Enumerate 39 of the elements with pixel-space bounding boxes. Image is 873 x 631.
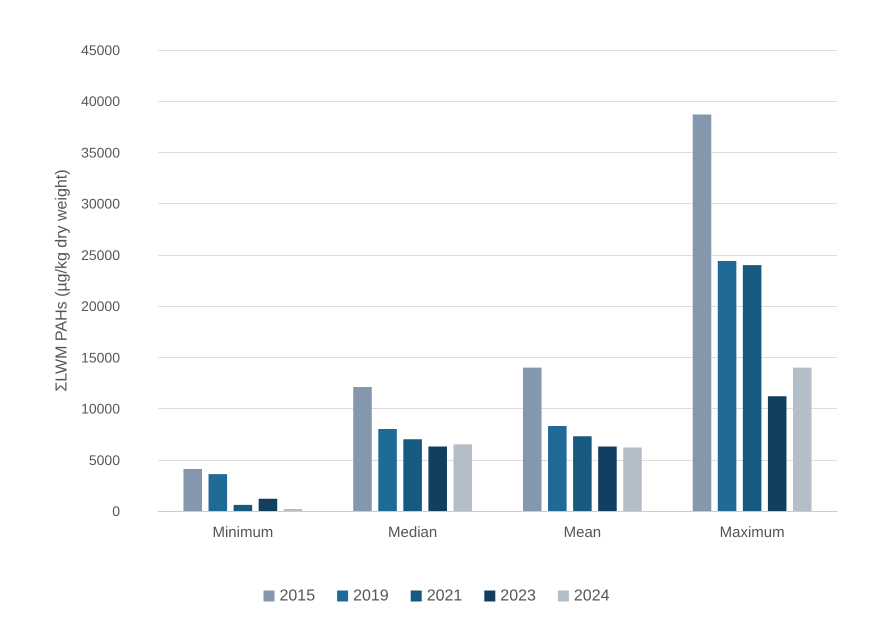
y-tick-label: 35000 <box>81 144 120 160</box>
legend-label: 2023 <box>500 588 536 604</box>
legend-label: 2021 <box>426 588 462 604</box>
y-tick-label: 10000 <box>81 400 120 417</box>
bar <box>548 426 567 511</box>
y-tick-label: 30000 <box>81 196 120 212</box>
y-tick-label: 20000 <box>81 298 120 314</box>
bar <box>718 261 736 511</box>
bar <box>403 439 422 511</box>
x-tick-label: Median <box>388 524 438 541</box>
bar <box>692 114 712 511</box>
legend-label: 2015 <box>280 588 316 604</box>
bar <box>573 436 592 511</box>
x-tick-label: Mean <box>564 524 602 541</box>
y-tick-label: 5000 <box>88 452 120 468</box>
bar <box>623 447 642 511</box>
bar <box>378 429 397 511</box>
bar <box>742 265 762 511</box>
legend-label: 2019 <box>353 588 389 604</box>
bar <box>428 446 447 511</box>
y-axis-title: ΣLWM PAHs (µg/kg dry weight) <box>54 169 71 392</box>
x-tick-label: Maximum <box>720 524 785 541</box>
bar <box>453 444 472 511</box>
bar <box>522 368 542 511</box>
x-tick-label: Minimum <box>212 524 274 541</box>
bar <box>792 368 812 511</box>
bar <box>598 446 617 511</box>
y-tick-label: 45000 <box>81 42 120 58</box>
bar <box>208 474 228 511</box>
bar <box>234 504 252 511</box>
bar <box>768 396 786 511</box>
y-tick-label: 25000 <box>81 246 120 263</box>
legend-label: 2024 <box>574 588 610 604</box>
bar <box>183 469 202 511</box>
bar <box>353 387 372 511</box>
y-tick-label: 15000 <box>81 349 120 366</box>
bar <box>258 498 278 511</box>
y-tick-label: 0 <box>112 503 120 519</box>
y-tick-label: 40000 <box>81 93 120 110</box>
